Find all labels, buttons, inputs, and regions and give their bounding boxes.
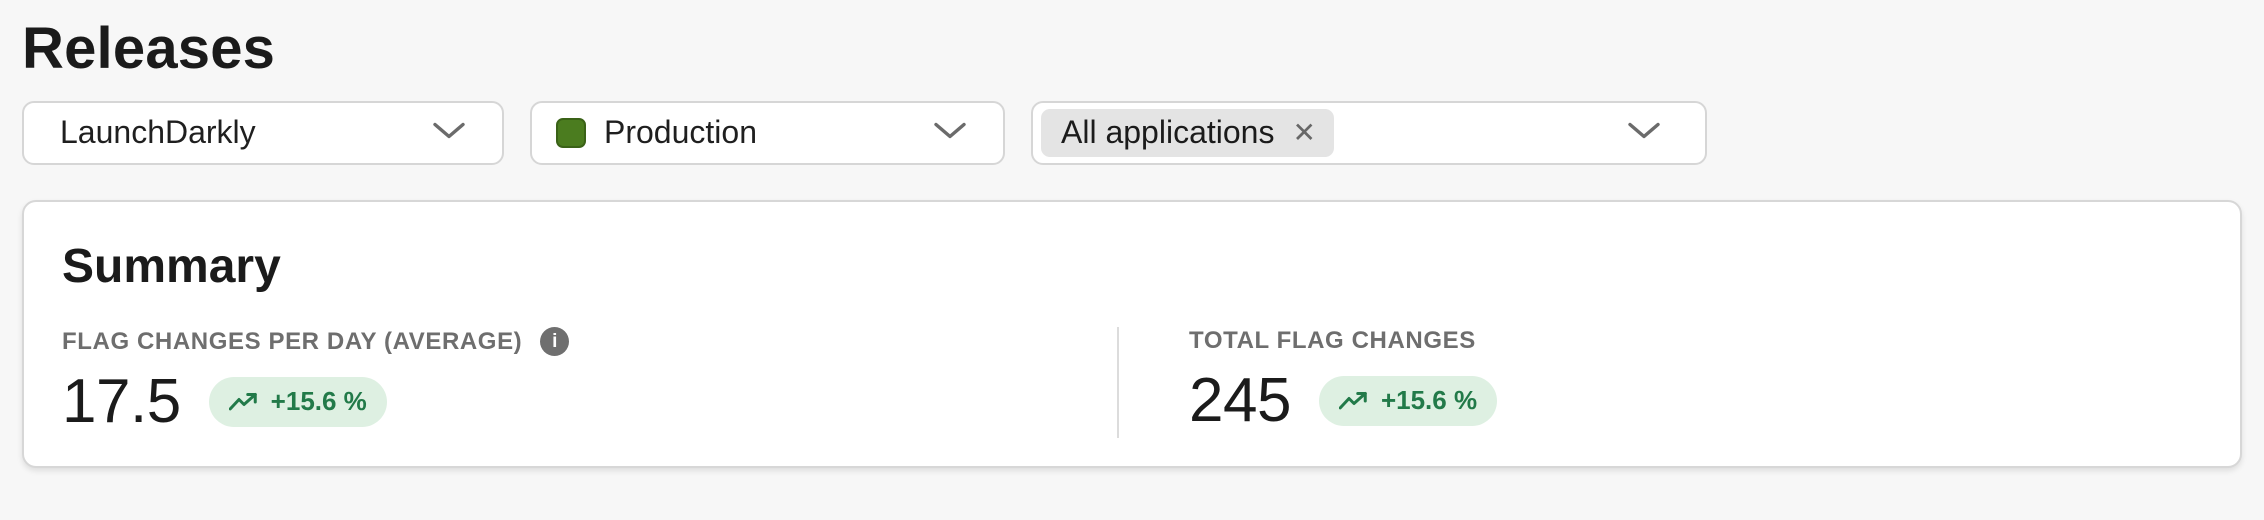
delta-value: +15.6 %	[270, 386, 367, 417]
summary-card: Summary FLAG CHANGES PER DAY (AVERAGE) i…	[22, 199, 2242, 468]
provider-dropdown[interactable]: LaunchDarkly	[22, 100, 504, 165]
chevron-down-icon	[933, 120, 967, 145]
summary-card-title: Summary	[62, 239, 281, 293]
trend-up-icon	[228, 392, 257, 411]
delta-badge: +15.6 %	[208, 376, 387, 427]
trend-up-icon	[1338, 391, 1367, 410]
metric-value-row: 245 +15.6 %	[1189, 365, 2202, 436]
metric-label-row: FLAG CHANGES PER DAY (AVERAGE) i	[62, 327, 1117, 357]
page-title: Releases	[22, 16, 276, 81]
metrics-row: FLAG CHANGES PER DAY (AVERAGE) i 17.5 +1…	[62, 327, 2202, 438]
applications-dropdown[interactable]: All applications ✕	[1031, 100, 1707, 165]
metric-value: 245	[1189, 366, 1291, 436]
releases-page: Releases LaunchDarkly Production All app…	[22, 16, 2242, 468]
delta-badge: +15.6 %	[1318, 375, 1498, 426]
metric-value: 17.5	[62, 367, 181, 437]
environment-dropdown[interactable]: Production	[530, 100, 1005, 165]
metric-flag-changes-per-day: FLAG CHANGES PER DAY (AVERAGE) i 17.5 +1…	[62, 327, 1117, 437]
environment-dropdown-value: Production	[604, 114, 757, 151]
application-chip: All applications ✕	[1041, 108, 1334, 157]
metric-label: TOTAL FLAG CHANGES	[1189, 327, 1476, 355]
info-icon[interactable]: i	[540, 327, 570, 357]
metric-label: FLAG CHANGES PER DAY (AVERAGE)	[62, 327, 523, 355]
chip-remove-icon[interactable]: ✕	[1292, 116, 1316, 148]
chevron-down-icon	[1627, 120, 1661, 145]
delta-value: +15.6 %	[1380, 385, 1478, 416]
filter-row: LaunchDarkly Production All applications…	[22, 100, 2242, 165]
provider-dropdown-value: LaunchDarkly	[60, 114, 256, 151]
environment-color-swatch	[556, 117, 586, 148]
metric-label-row: TOTAL FLAG CHANGES	[1189, 327, 2202, 355]
metric-value-row: 17.5 +15.6 %	[62, 366, 1117, 437]
chevron-down-icon	[432, 120, 466, 145]
metric-total-flag-changes: TOTAL FLAG CHANGES 245 +15.6 %	[1117, 327, 2202, 438]
application-chip-label: All applications	[1061, 114, 1275, 151]
